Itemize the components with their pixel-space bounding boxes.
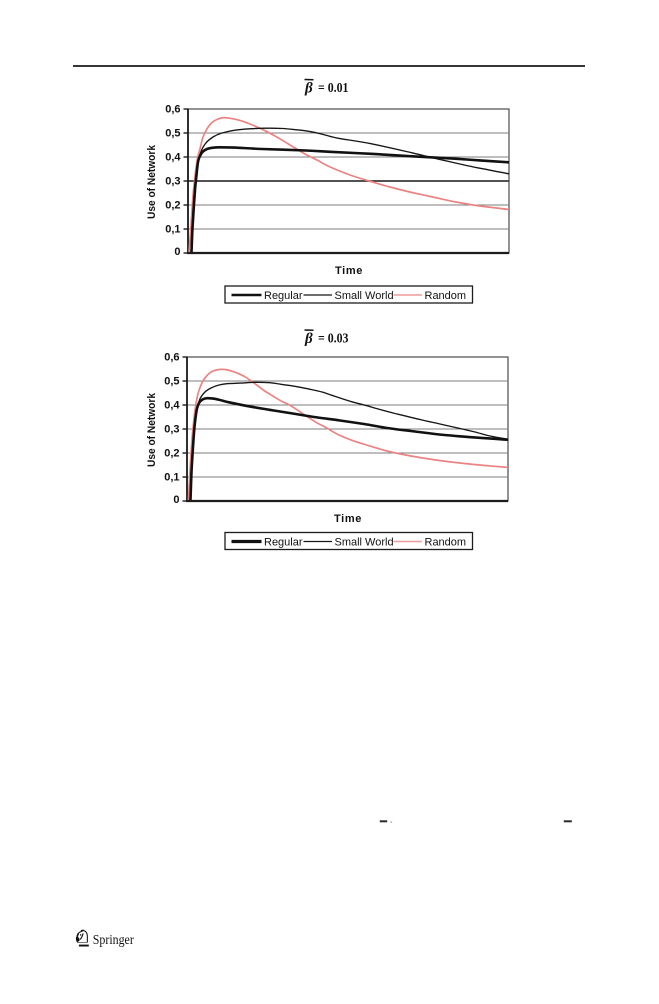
svg-text:Time: Time <box>334 513 362 525</box>
svg-text:0,6: 0,6 <box>164 352 179 364</box>
svg-text:= 0.01: = 0.01 <box>318 80 349 95</box>
svg-text:0,2: 0,2 <box>164 448 179 460</box>
svg-text:0,4: 0,4 <box>165 152 181 164</box>
svg-text:Use of Network: Use of Network <box>146 144 158 219</box>
svg-text:Time: Time <box>335 265 363 277</box>
svg-text:0,1: 0,1 <box>165 224 180 236</box>
svg-text:Regular: Regular <box>264 290 303 302</box>
svg-text:Small World: Small World <box>335 290 394 302</box>
svg-text:0,3: 0,3 <box>165 176 180 188</box>
svg-text:β: β <box>304 81 313 97</box>
svg-text:0,3: 0,3 <box>164 424 179 436</box>
svg-text:Random: Random <box>425 536 467 548</box>
svg-text:0,1: 0,1 <box>164 472 179 484</box>
svg-text:0,4: 0,4 <box>164 400 180 412</box>
svg-text:Use of Network: Use of Network <box>146 392 158 467</box>
svg-text:Small World: Small World <box>335 536 394 548</box>
svg-text:= 0.03: = 0.03 <box>318 331 349 346</box>
svg-text:Regular: Regular <box>264 536 303 548</box>
svg-text:0,5: 0,5 <box>164 376 179 388</box>
svg-text:0,2: 0,2 <box>165 200 180 212</box>
svg-text:Random: Random <box>425 290 467 302</box>
svg-text:0: 0 <box>174 246 180 258</box>
svg-text:0,6: 0,6 <box>165 104 180 116</box>
svg-text:0: 0 <box>173 494 179 506</box>
svg-text:0,5: 0,5 <box>165 128 180 140</box>
svg-text:Springer: Springer <box>93 933 134 948</box>
svg-text:β: β <box>304 331 313 347</box>
